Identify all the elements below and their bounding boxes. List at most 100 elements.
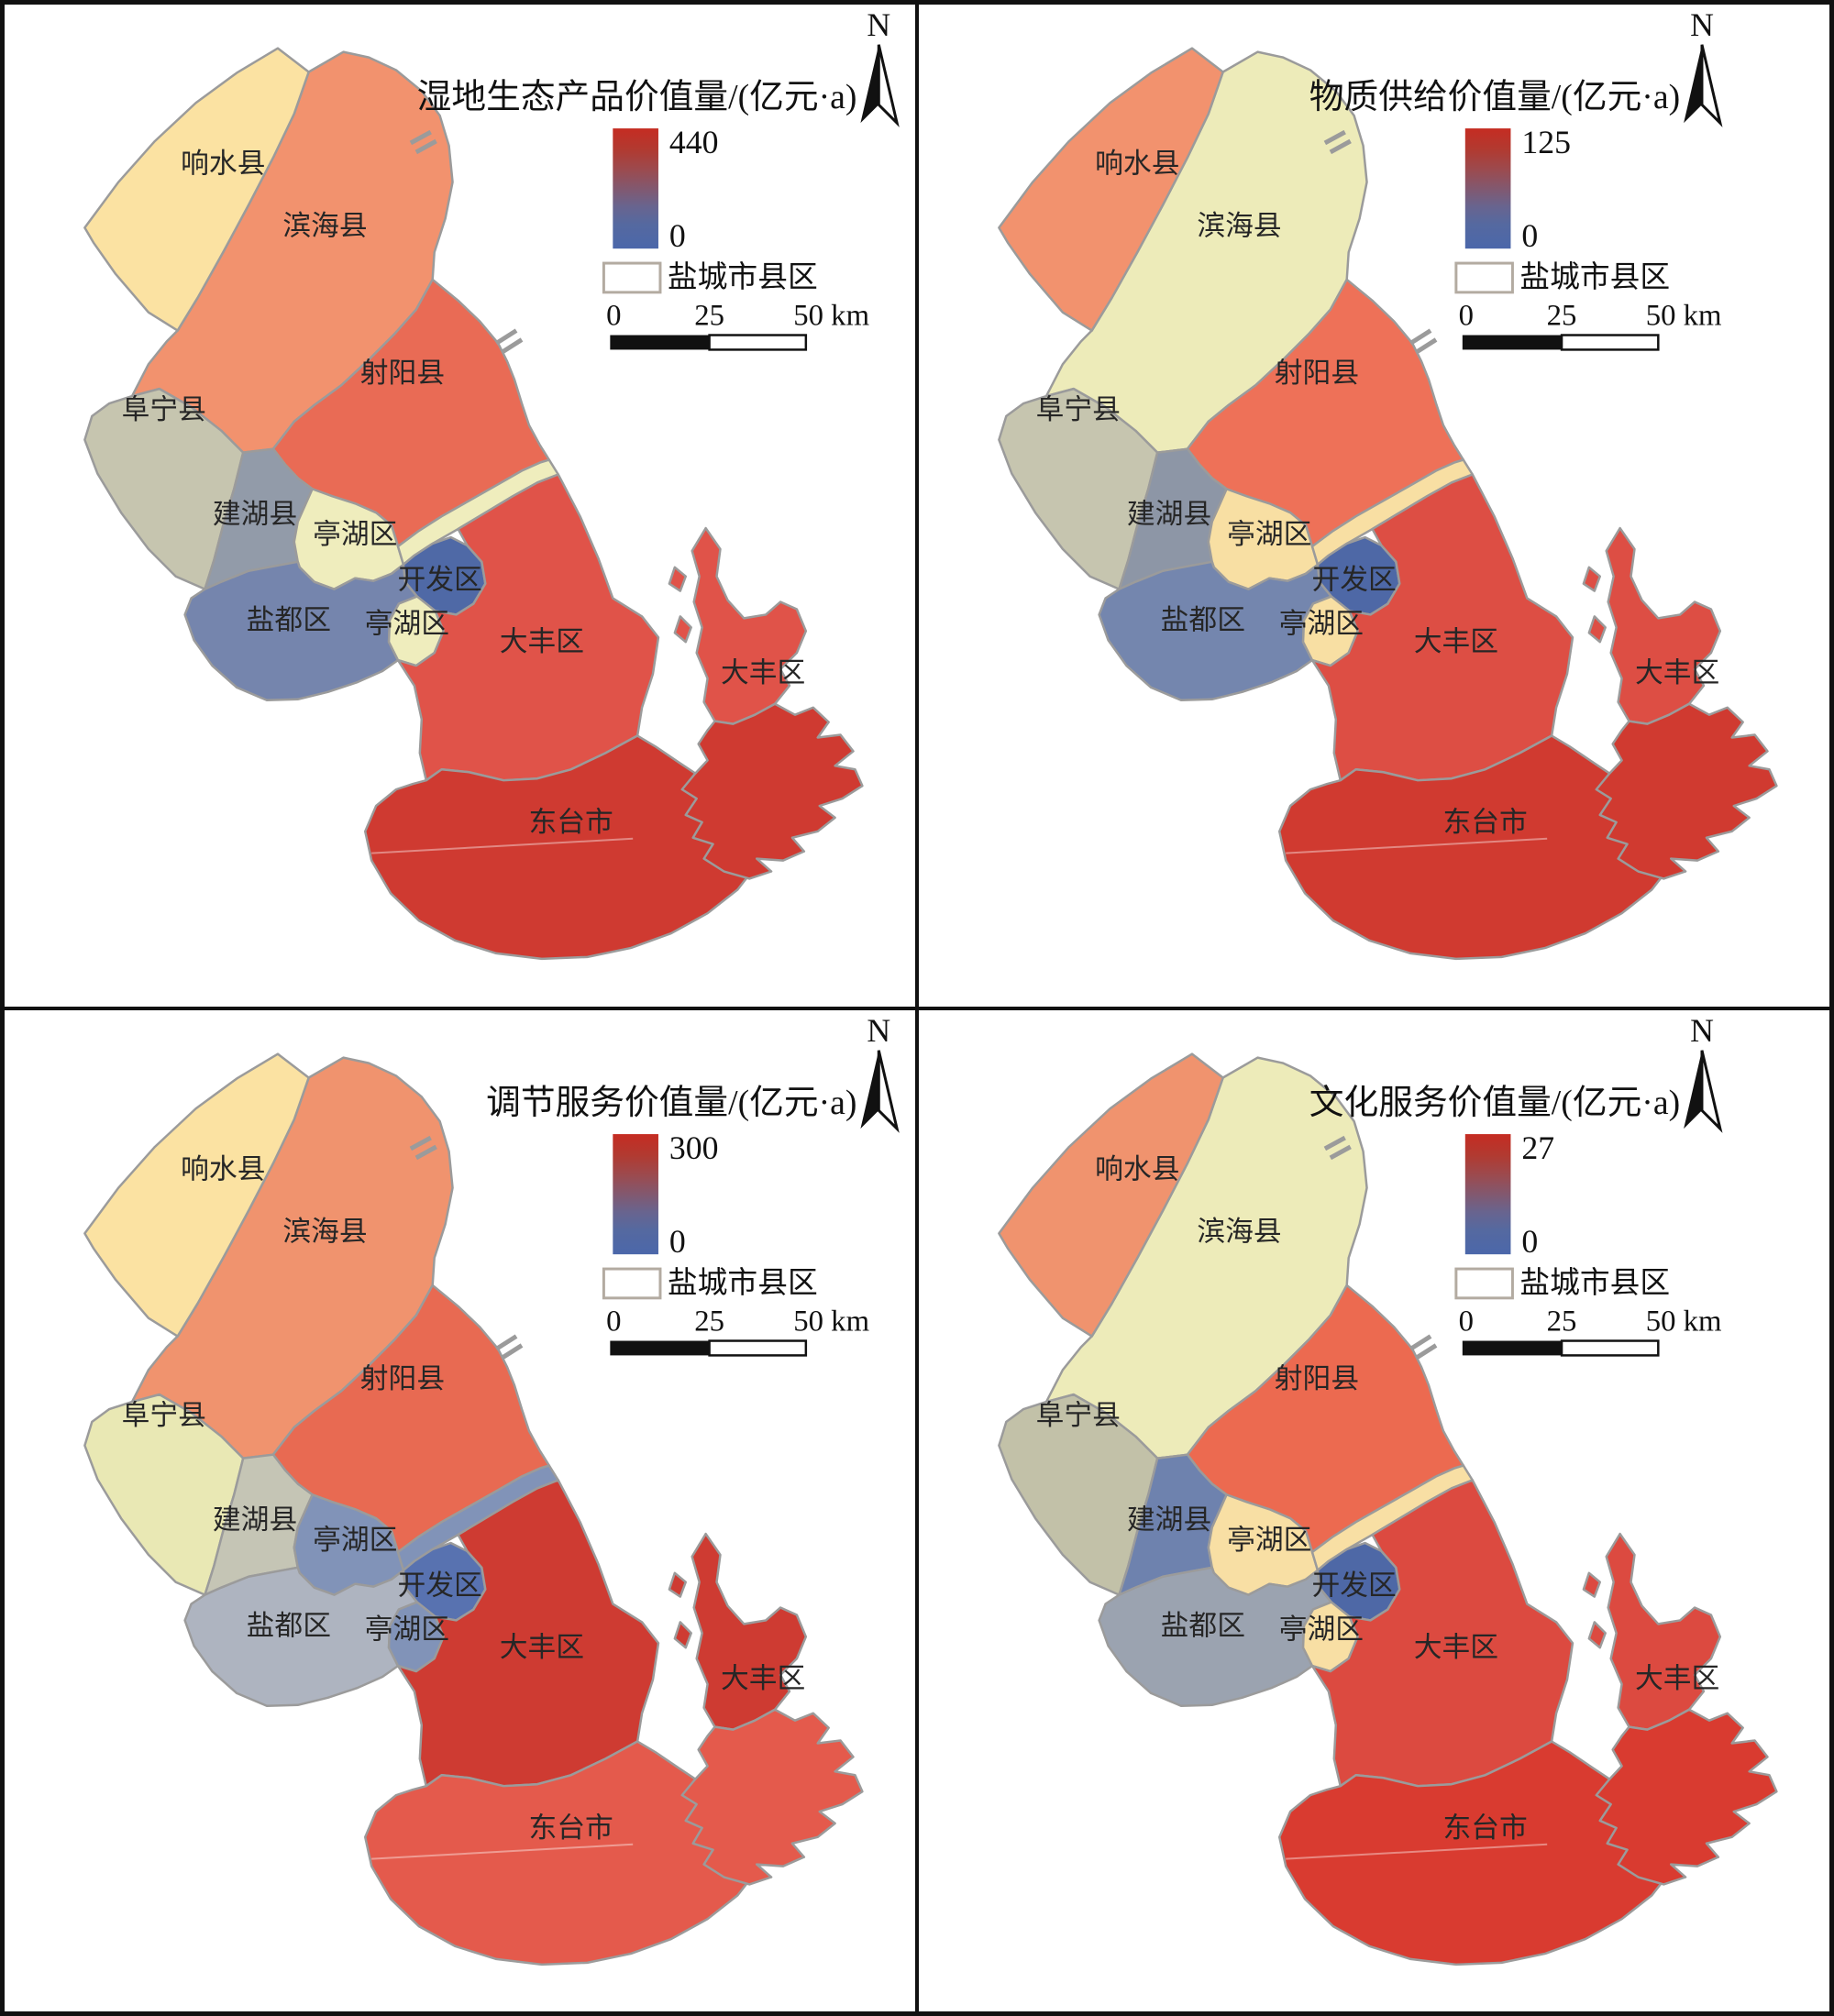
legend-min-value: 0 [1521,1223,1538,1260]
map-canvas-regulation-service: 响水县滨海县射阳县阜宁县建湖县亭湖区开发区亭湖区盐都区大丰区大丰区东台市调节服务… [5,1009,915,2011]
district-dongtai-island [680,1708,864,1886]
district-dongtai [363,1739,764,1966]
boundary-legend-label: 盐城市县区 [668,260,818,294]
legend-max-value: 125 [1521,124,1571,160]
legend-gradient-bar [613,128,658,249]
panel-title: 调节服务价值量/(亿元·a) [486,1084,856,1122]
district-label-yandu: 盐都区 [247,1610,331,1641]
district-label-xiangshui: 响水县 [181,149,265,180]
port-mark-icon [494,328,518,346]
north-label: N [867,1011,890,1048]
scale-bar-filled-segment [1462,335,1563,350]
boundary-legend-swatch [602,1267,662,1299]
legend-max-value: 300 [669,1129,719,1165]
scale-bar-filled-segment [1462,1340,1563,1355]
district-map [998,1052,1778,1966]
district-label-yandu: 盐都区 [1161,1610,1245,1641]
boundary-legend-label: 盐城市县区 [1519,260,1670,294]
district-islet-2 [1587,1620,1607,1648]
scale-bar-empty-segment [708,1338,808,1357]
port-mark-icon [1409,1333,1432,1351]
legend-max-value: 27 [1521,1129,1554,1165]
legend-min-value: 0 [1521,217,1538,254]
district-label-sheyang: 射阳县 [1275,358,1359,389]
district-dafeng-island [1605,526,1722,725]
district-label-dafeng_island: 大丰区 [721,1662,805,1693]
district-label-dafeng_island: 大丰区 [1635,657,1719,689]
district-xiangshui [83,47,310,332]
district-label-funing: 阜宁县 [1036,1399,1121,1430]
port-mark-icon [409,1135,432,1151]
district-label-binhai: 滨海县 [1197,210,1281,241]
district-label-dafeng: 大丰区 [500,1632,584,1663]
district-label-binhai: 滨海县 [1197,1216,1281,1247]
scale-tick-25: 25 [694,1305,724,1338]
north-label: N [1690,6,1714,43]
map-canvas-material-supply: 响水县滨海县射阳县阜宁县建湖县亭湖区开发区亭湖区盐都区大丰区大丰区东台市物质供给… [919,5,1829,1007]
district-islet-1 [668,566,688,592]
district-xiangshui [998,1052,1224,1338]
port-mark-icon [414,1144,437,1160]
port-mark-icon [414,138,437,155]
scale-tick-50km: 50 km [1646,300,1722,333]
value-legend: 27 0 [1464,1129,1554,1260]
district-dongtai-island [1595,1708,1778,1886]
district-label-dafeng: 大丰区 [1414,1632,1498,1663]
boundary-legend-swatch [602,261,662,294]
map-canvas-culture-service: 响水县滨海县射阳县阜宁县建湖县亭湖区开发区亭湖区盐都区大丰区大丰区东台市文化服务… [919,1009,1829,2011]
district-label-xiangshui: 响水县 [1095,149,1179,180]
district-label-kaifaqu: 开发区 [1312,565,1397,596]
port-mark-icon [1323,1135,1346,1151]
district-label-tinghu: 亭湖区 [313,519,397,550]
legend-min-value: 0 [669,217,686,254]
north-arrow-icon: N [860,1011,900,1133]
port-mark-icon [1329,1144,1352,1160]
coastal-channel-line [371,1843,634,1860]
scale-bar: 0 25 50 km [606,1305,869,1357]
port-mark-icon [1329,138,1352,155]
scale-tick-50km: 50 km [1646,1305,1722,1338]
scale-bar-empty-segment [1560,334,1660,351]
scale-tick-0: 0 [1459,1305,1474,1338]
district-label-sheyang: 射阳县 [360,1363,445,1394]
legend-min-value: 0 [669,1223,686,1260]
legend-max-value: 440 [669,124,719,160]
boundary-legend: 盐城市县区 [602,1265,818,1299]
coastal-channel-line [371,837,634,854]
district-label-tinghu_south: 亭湖区 [1279,1614,1364,1645]
district-label-dongtai: 东台市 [1443,807,1528,838]
legend-gradient-bar [613,1133,658,1254]
district-label-jianhu: 建湖县 [1127,499,1211,530]
scale-bar-empty-segment [708,334,808,351]
port-mark-icon [500,1342,524,1360]
north-arrow-right-wing [877,1049,900,1133]
district-islet-2 [1587,615,1607,644]
boundary-legend: 盐城市县区 [1454,260,1670,294]
map-canvas-wetland-total: 响水县滨海县射阳县阜宁县建湖县亭湖区开发区亭湖区盐都区大丰区大丰区东台市湿地生态… [5,5,915,1007]
district-label-kaifaqu: 开发区 [1312,1570,1397,1601]
district-label-tinghu: 亭湖区 [1227,1524,1311,1555]
district-islet-1 [668,1571,688,1598]
district-dafeng-island [1605,1532,1722,1731]
district-label-dafeng: 大丰区 [500,626,584,657]
coastal-channel-line [1286,837,1548,854]
coastal-channel-line [1286,1843,1548,1860]
scale-tick-0: 0 [1459,300,1474,333]
boundary-legend-label: 盐城市县区 [1519,1265,1670,1299]
district-label-dafeng: 大丰区 [1414,626,1498,657]
district-label-xiangshui: 响水县 [1095,1153,1179,1184]
north-arrow-left-wing [1684,1050,1702,1129]
district-label-binhai: 滨海县 [282,1216,367,1247]
panel-title: 湿地生态产品价值量/(亿元·a) [417,78,857,116]
scale-bar: 0 25 50 km [1459,1305,1722,1357]
district-label-dafeng_island: 大丰区 [1635,1662,1719,1693]
district-label-binhai: 滨海县 [282,210,367,241]
district-label-dafeng_island: 大丰区 [721,657,805,689]
north-arrow-icon: N [1684,1011,1723,1133]
district-label-kaifaqu: 开发区 [398,1570,482,1601]
district-dafeng-island [691,526,808,725]
district-label-dongtai: 东台市 [1443,1812,1528,1843]
district-label-dongtai: 东台市 [529,807,613,838]
district-label-funing: 阜宁县 [122,394,206,425]
panel-title: 文化服务价值量/(亿元·a) [1309,1084,1680,1122]
